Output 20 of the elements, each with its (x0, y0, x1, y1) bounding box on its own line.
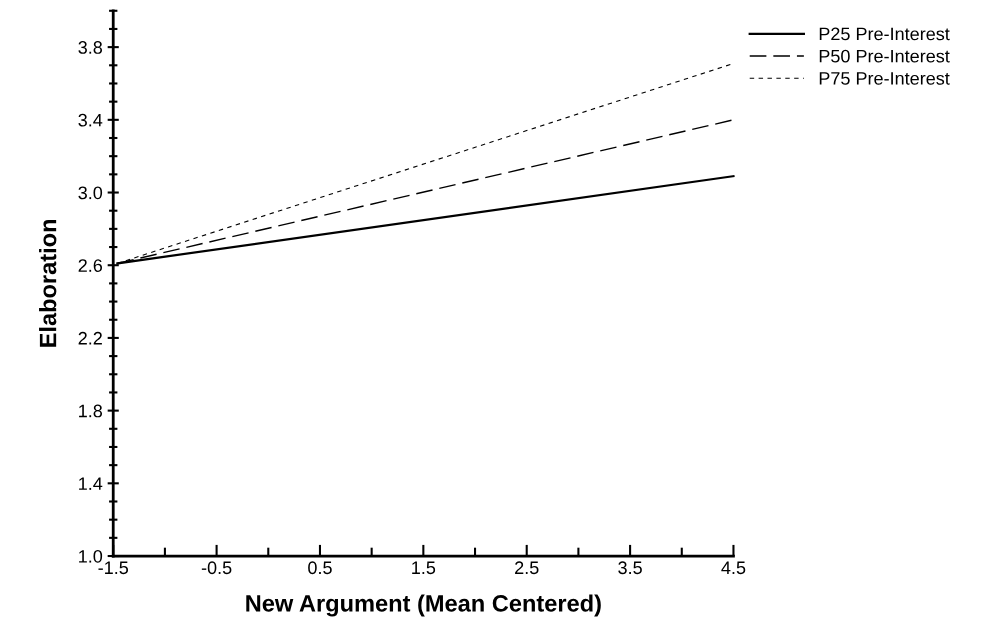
x-tick-label: 4.5 (721, 561, 746, 575)
y-tick-label: 2.2 (78, 331, 102, 345)
y-tick-label: 2.6 (78, 259, 103, 272)
x-tick-label: 2.5 (515, 561, 539, 575)
legend-label: P75 Pre-Interest (819, 72, 950, 85)
y-tick-label: 3.4 (78, 113, 103, 127)
x-tick-label: 1.5 (412, 561, 436, 575)
y-tick-label: 3.8 (78, 41, 103, 54)
y-tick-label: 1.8 (79, 404, 103, 418)
legend-label: P25 Pre-Interest (819, 27, 950, 41)
y-tick-label: 1.0 (79, 549, 103, 563)
x-tick-label: 0.5 (308, 561, 332, 575)
y-axis-title: Elaboration (39, 219, 57, 347)
x-tick-label: -1.5 (98, 561, 129, 575)
x-axis-title: New Argument (Mean Centered) (246, 594, 601, 617)
x-tick-label: 3.5 (618, 561, 642, 575)
legend-label: P50 Pre-Interest (819, 49, 950, 63)
y-tick-label: 1.4 (79, 477, 103, 490)
x-tick-label: -0.5 (201, 561, 232, 575)
y-tick-label: 3.0 (78, 186, 103, 200)
